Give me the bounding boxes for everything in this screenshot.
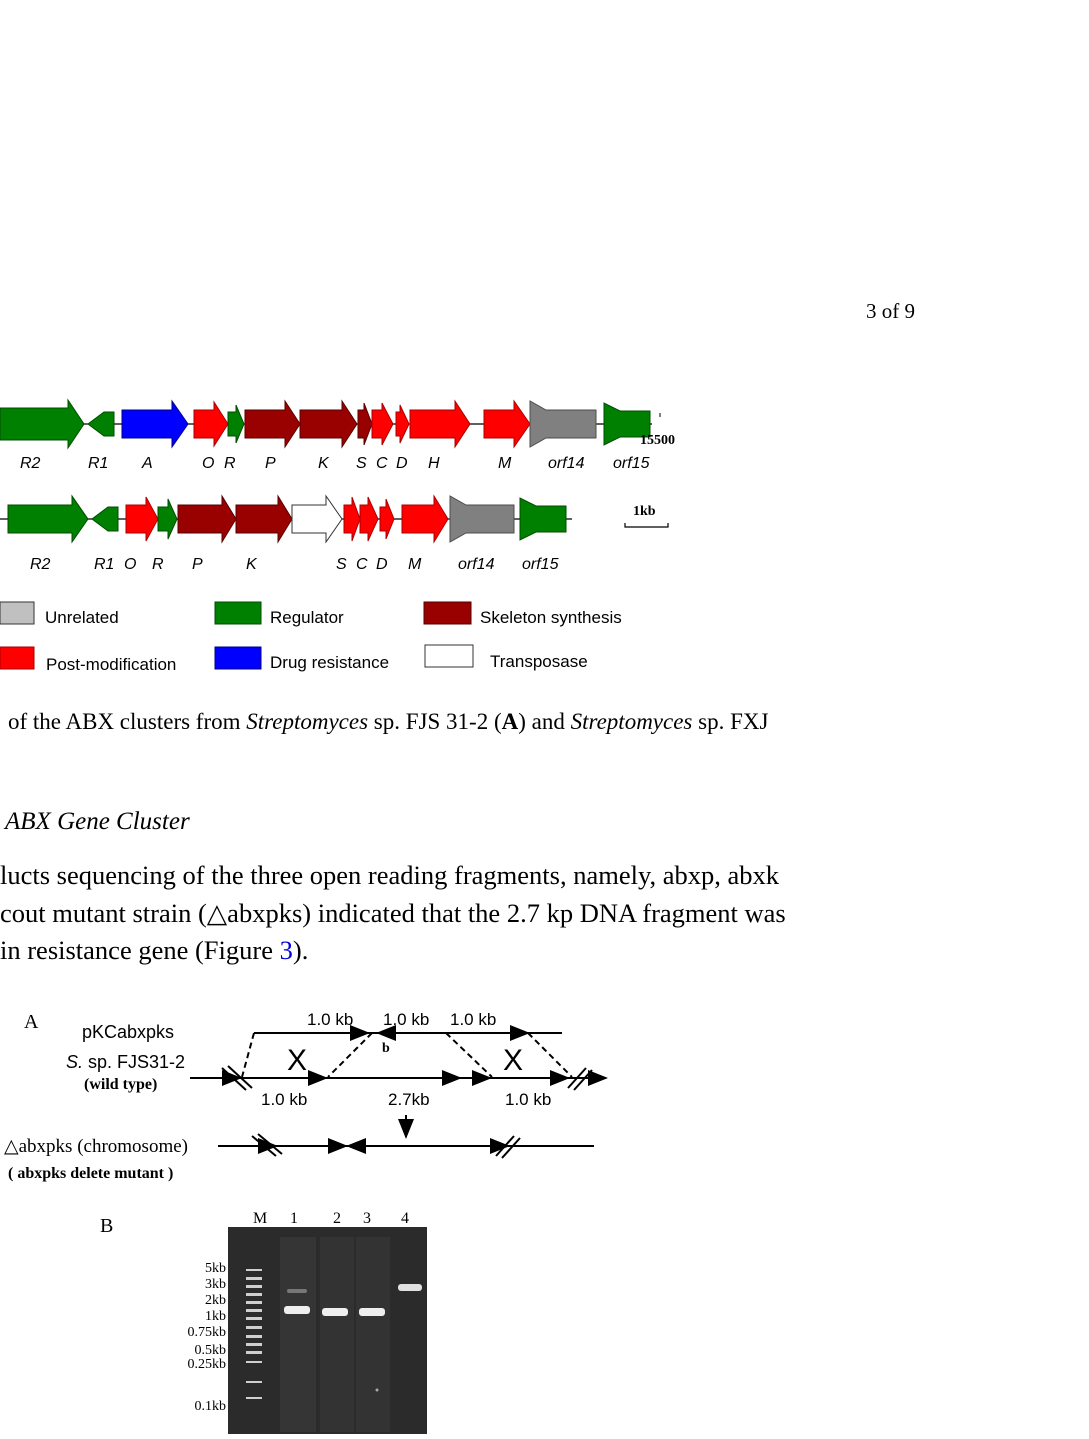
legend-swatch-regulator [214, 601, 262, 625]
lane-label: 3 [363, 1210, 371, 1227]
lane-label: 2 [333, 1210, 341, 1227]
legend: Unrelated Regulator Skeleton synthesis P… [0, 601, 622, 674]
panel-b-label: B [100, 1215, 113, 1237]
gene-label: O [202, 455, 214, 472]
row1-genes [0, 398, 651, 450]
knockout-figure: A pKCabxpks S. sp. FJS31-2 (wild type) 1… [4, 1010, 608, 1414]
plasmid-label: pKCabxpks [82, 1022, 174, 1042]
legend-label: Regulator [270, 608, 344, 627]
ladder-label: 0.5kb [195, 1343, 227, 1358]
gene-label: S [356, 455, 367, 472]
gel-image [228, 1227, 427, 1434]
gene-label: D [376, 556, 388, 573]
gene-label: A [141, 455, 153, 472]
section-subheading: ABX Gene Cluster [5, 808, 190, 835]
mutant-label: △abxpks (chromosome) [4, 1136, 188, 1157]
ladder-label: 2kb [205, 1293, 226, 1308]
gene-label: orf14 [548, 455, 585, 472]
strain-label: S. sp. FJS31-2 [66, 1052, 185, 1072]
figure-link[interactable]: 3 [279, 935, 293, 965]
page-number: 3 of 9 [866, 299, 915, 323]
gene-label: S [336, 556, 347, 573]
gene-label: M [408, 556, 422, 573]
legend-swatch-skeleton [423, 601, 472, 625]
gene-label: C [356, 556, 368, 573]
gene-label: R2 [30, 556, 51, 573]
gene-label: P [192, 556, 203, 573]
row2-genes [7, 494, 567, 544]
figure-caption: of the ABX clusters from Streptomyces sp… [8, 709, 769, 734]
ladder-label: 0.75kb [188, 1325, 227, 1340]
scale-bar [624, 523, 669, 528]
gene-label: R1 [88, 455, 108, 472]
svg-text:X: X [503, 1044, 523, 1077]
gene-label: orf15 [613, 455, 650, 472]
legend-label: Drug resistance [270, 653, 389, 672]
wild-type-label: (wild type) [84, 1076, 157, 1093]
ladder-label: 3kb [205, 1277, 226, 1292]
gene-label: M [498, 455, 512, 472]
legend-label: Skeleton synthesis [480, 608, 622, 627]
gene-label: O [124, 556, 136, 573]
lane-label: 1 [290, 1210, 298, 1227]
lane-label: 4 [401, 1210, 409, 1227]
gene-label: D [396, 455, 408, 472]
row1-end-label: 15500 [640, 433, 675, 448]
scale-label: 1kb [633, 504, 656, 519]
gene-label: R [152, 556, 164, 573]
kb-label: 2.7kb [388, 1090, 430, 1109]
kb-label: 1.0 kb [505, 1090, 551, 1109]
legend-label: Unrelated [45, 608, 119, 627]
gene-label: P [265, 455, 276, 472]
row1-labels: R2 R1 A O R P K S C D H M orf14 orf15 [20, 455, 650, 472]
lane-label: M [253, 1210, 267, 1227]
legend-label: Post-modification [46, 655, 176, 674]
gene-label: H [428, 455, 440, 472]
gene-label: R1 [94, 556, 114, 573]
gene-label: K [318, 455, 330, 472]
body-line: cout mutant strain (△abxpks) indicated t… [0, 898, 786, 928]
kb-label: 1.0 kb [450, 1010, 496, 1029]
legend-swatch-unrelated [0, 601, 35, 625]
gene-label: C [376, 455, 388, 472]
body-line: in resistance gene (Figure 3). [0, 935, 309, 965]
ladder-label: 5kb [205, 1261, 226, 1276]
kb-label: 1.0 kb [307, 1010, 353, 1029]
body-line: lucts sequencing of the three open readi… [0, 860, 780, 890]
row2-labels: R2 R1 O R P K S C D M orf14 orf15 [30, 556, 559, 573]
ladder-label: 1kb [205, 1309, 226, 1324]
kb-label: 1.0 kb [383, 1010, 429, 1029]
gene-cluster-figure: 15500 R2 R1 A O R P K S C D H M orf14 or… [0, 398, 675, 674]
gene-label: K [246, 556, 258, 573]
legend-swatch-drug-resistance [214, 646, 262, 670]
ladder-label: 0.1kb [195, 1399, 227, 1414]
ladder-label: 0.25kb [188, 1357, 227, 1372]
legend-label: Transposase [490, 652, 588, 671]
gene-label: R [224, 455, 236, 472]
mutant-sub-label: ( abxpks delete mutant ) [8, 1165, 173, 1182]
gene-label: orf15 [522, 556, 559, 573]
kb-label: 1.0 kb [261, 1090, 307, 1109]
legend-swatch-transposase [424, 644, 474, 668]
gene-label: R2 [20, 455, 41, 472]
svg-text:X: X [287, 1044, 307, 1077]
svg-text:b: b [382, 1041, 390, 1056]
legend-swatch-post-modification [0, 646, 35, 670]
panel-a-label: A [24, 1011, 39, 1033]
gene-label: orf14 [458, 556, 495, 573]
